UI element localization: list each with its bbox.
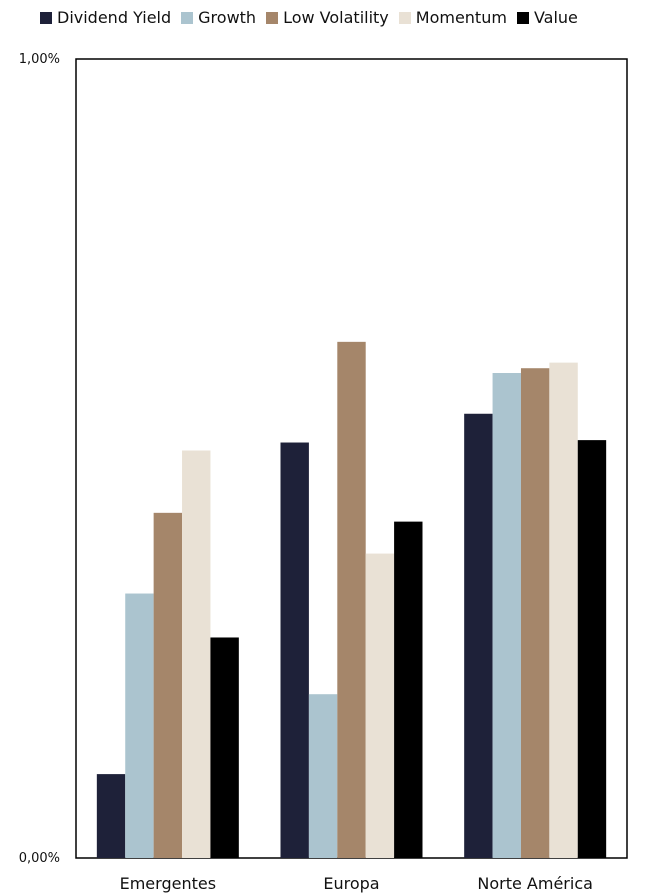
bar [464,413,493,858]
bar [520,368,550,858]
bar [549,362,578,858]
legend-label: Dividend Yield [57,8,172,27]
legend-swatch [516,11,529,24]
legend-swatch [181,11,194,24]
legend-item: Dividend Yield [40,8,171,27]
bar [308,694,338,858]
bar [337,341,366,858]
legend-label: Low Volatility [283,8,389,27]
y-tick-label: 1,00% [19,52,60,67]
bar [492,373,521,858]
bar [365,553,395,858]
bar [280,442,309,858]
bar [394,521,423,858]
category-label: Emergentes [120,874,216,893]
y-tick-label: 0,00% [19,851,60,866]
legend-swatch [266,11,279,24]
category-label: Norte América [477,874,593,893]
bar [182,450,211,858]
bar [577,440,607,858]
legend-item: Low Volatility [266,8,389,27]
legend-label: Momentum [415,8,507,27]
legend: Dividend Yield Growth Low Volatility Moment… [40,8,578,27]
bar [125,593,154,858]
legend-swatch [40,11,52,24]
legend-item: Momentum [398,8,507,27]
bar [96,774,126,858]
bar [153,512,183,858]
legend-item: Growth [181,8,256,27]
legend-label: Value [533,8,578,27]
bar [210,637,239,858]
legend-item: Value [516,8,578,27]
category-label: Europa [323,874,379,893]
legend-swatch [398,11,411,24]
legend-label: Growth [198,8,257,27]
